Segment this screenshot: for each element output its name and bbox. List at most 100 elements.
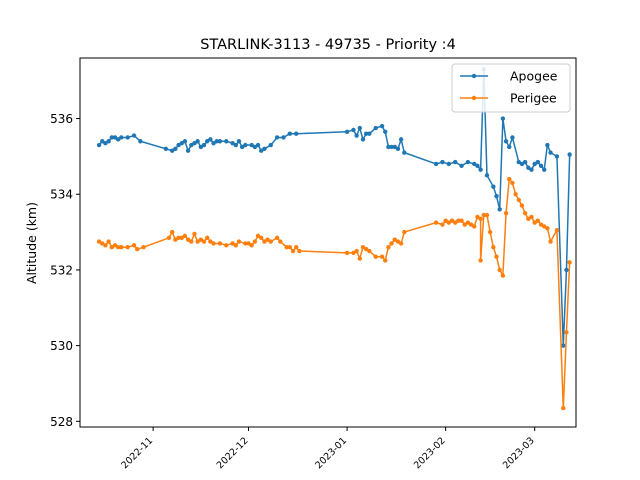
apogee-point [252,144,258,150]
legend-label-perigee: Perigee [510,91,557,106]
perigee-point [131,243,137,248]
perigee-point [208,239,213,244]
perigee-point [278,239,283,244]
perigee-point [481,212,486,218]
perigee-point [360,245,366,250]
perigee-point [363,246,369,252]
apogee-point [195,139,200,144]
perigee-point [459,218,464,223]
apogee-point [230,140,235,146]
apogee-point [214,139,219,144]
apogee-point [398,137,404,142]
apogee-point [497,207,502,212]
perigee-point [500,273,506,278]
apogee-point [472,161,477,167]
perigee-point [125,245,130,250]
apogee-point [125,135,130,140]
perigee-point [507,176,512,182]
apogee-point [351,127,356,133]
apogee-point [204,139,210,144]
perigee-point [109,245,114,250]
perigee-point [201,239,207,244]
apogee-point [294,131,299,136]
apogee-point [383,129,388,134]
perigee-point [141,245,146,250]
apogee-point [522,159,528,165]
apogee-point [255,142,261,148]
apogee-point [500,116,506,121]
apogee-point [503,139,509,144]
apogee-point [484,173,490,178]
apogee-point [494,193,499,199]
perigee-point [452,220,458,225]
apogee-point [100,139,105,144]
apogee-point [96,142,102,148]
perigee-point [287,245,293,250]
perigee-point [503,210,509,216]
apogee-point [115,137,121,142]
perigee-point [475,214,480,220]
perigee-point [236,239,242,244]
perigee-point [554,228,560,233]
apogee-point [491,184,496,189]
perigee-point [519,203,525,208]
y-axis-label: Altitude (km) [24,202,39,284]
perigee-point [192,231,197,237]
perigee-point [529,214,534,220]
perigee-point [100,241,105,246]
perigee-point [494,254,499,259]
apogee-point [192,140,197,146]
apogee-point [236,139,242,144]
apogee-point [475,163,480,169]
apogee-point [526,165,531,170]
perigee-point [135,246,140,252]
apogee-point [561,343,566,348]
perigee-point [255,233,261,239]
apogee-point [176,142,181,148]
apogee-point [519,161,525,167]
perigee-point [357,256,362,261]
apogee-point [363,131,369,136]
perigee-point [532,220,537,225]
perigee-point [478,216,483,222]
apogee-point [131,133,137,138]
apogee-point [268,142,273,148]
apogee-point [357,125,362,131]
apogee-point [170,148,175,153]
perigee-point [383,258,388,263]
legend-label-apogee: Apogee [510,69,558,84]
apogee-point [249,142,254,148]
apogee-point [395,146,401,152]
perigee-point [535,218,541,223]
apogee-point [389,144,394,150]
apogee-point [542,167,547,172]
apogee-point [465,159,471,165]
apogee-point [529,167,534,172]
y-tick-label: 534 [50,188,73,202]
perigee-point [179,235,184,240]
apogee-point [567,152,572,157]
perigee-point [354,248,359,254]
perigee-point [386,245,391,250]
perigee-point [472,224,477,229]
perigee-point [173,237,178,242]
apogee-point [554,154,560,159]
perigee-point [542,224,547,229]
perigee-point [433,220,439,225]
apogee-point [138,139,143,144]
perigee-point [367,248,372,254]
perigee-point [189,239,194,244]
apogee-point [109,135,114,140]
perigee-point [379,254,385,259]
apogee-point [510,135,515,140]
perigee-point [284,245,289,250]
apogee-point [233,142,238,148]
apogee-point [103,140,108,146]
perigee-point [217,241,223,246]
perigee-point [389,241,394,246]
perigee-point [487,229,493,235]
apogee-point [185,148,191,153]
perigee-point [259,235,264,240]
perigee-point [351,250,356,256]
perigee-point [478,258,483,263]
